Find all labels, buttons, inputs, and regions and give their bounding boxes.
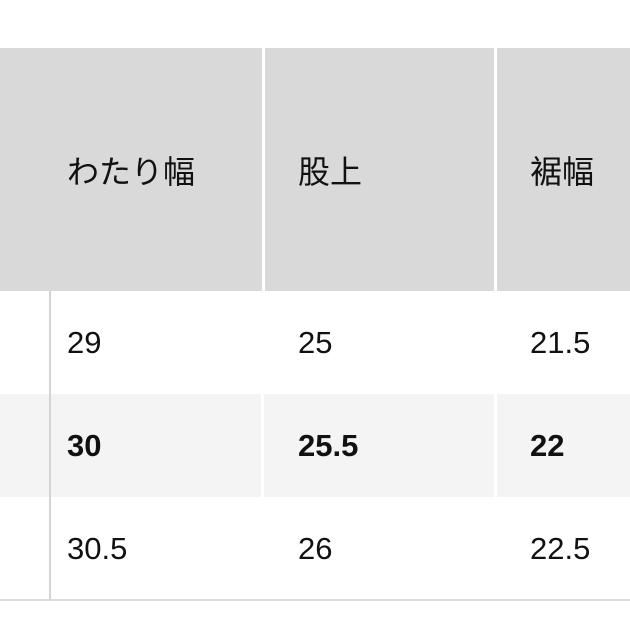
cell-value: 22	[530, 427, 565, 463]
header-label: わたり幅	[67, 152, 196, 191]
header-label: 股上	[298, 152, 363, 191]
header-cell-thigh-width: わたり幅	[0, 48, 262, 291]
cell-value: 26	[298, 530, 333, 566]
header-label: 裾幅	[530, 152, 595, 191]
header-cell-hem-width: 裾幅	[497, 48, 630, 291]
table-row: 30.5 26 22.5	[0, 497, 630, 600]
table-row: 29 25 21.5	[0, 291, 630, 394]
cell-value: 30.5	[67, 530, 128, 566]
header-cell-rise: 股上	[265, 48, 494, 291]
table-bottom-border	[0, 599, 630, 601]
cell-value: 25	[298, 324, 333, 360]
cell-value: 21.5	[530, 324, 591, 360]
cell-value: 25.5	[298, 427, 359, 463]
table-row-highlighted: 30 25.5 22	[0, 394, 630, 497]
cell-value: 29	[67, 324, 102, 360]
column-divider	[49, 291, 51, 600]
cell-value: 30	[67, 427, 102, 463]
cell-value: 22.5	[530, 530, 591, 566]
